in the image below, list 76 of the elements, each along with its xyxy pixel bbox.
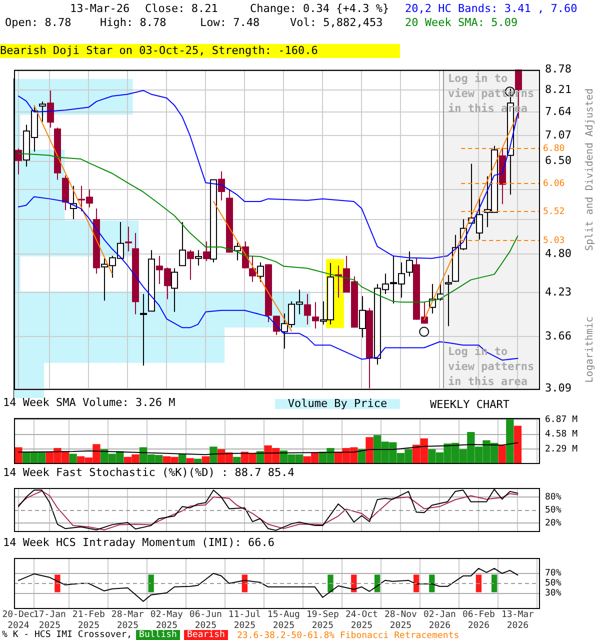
y-tick-label: 4.80	[545, 246, 572, 260]
y-tick-label: 3.66	[545, 330, 572, 343]
bar	[14, 447, 22, 464]
annotation: Log in to view patterns in this area	[448, 344, 534, 388]
bar	[69, 454, 77, 464]
text: 20 Week SMA: 5.09	[405, 16, 518, 29]
ref-line-label: 5.03	[543, 236, 565, 246]
candlestick	[15, 148, 22, 175]
x-tick-label: 20-Dec 2024	[2, 610, 35, 631]
chart-title: Bearish Doji Star on 03-Oct-25, Strength: -160.6	[0, 44, 400, 58]
y-tick-label: 50%	[545, 578, 562, 589]
y-tick-label: 20%	[545, 518, 562, 528]
x-tick-label: 13-Mar 2026	[501, 610, 535, 631]
y-tick-label: 7.64	[545, 104, 572, 118]
bar	[202, 456, 210, 464]
y-tick-label: 2.29 M	[545, 444, 578, 454]
text: Vol: 5,882,453	[290, 16, 383, 29]
legend-title: % K - HCS IMI Crossover,	[2, 630, 132, 640]
y-tick-label: 6.87 M	[545, 415, 578, 426]
ref-line-label: 5.52	[543, 206, 565, 217]
x-tick-label: 21-Feb 2025	[72, 610, 105, 631]
text: Bullish	[136, 630, 180, 640]
y-tick-label: 70%	[545, 568, 562, 579]
x-tick-label: 06-Feb 2026	[462, 610, 495, 631]
bar	[366, 437, 374, 464]
text: Low: 7.48	[200, 16, 260, 29]
y-tick-label: 4.23	[545, 285, 572, 298]
y-tick-label: 8.78	[545, 62, 572, 76]
text: Change: 0.34 {+4.3 %}	[250, 2, 390, 15]
text: Bearish	[184, 630, 228, 640]
bar	[210, 446, 218, 464]
x-tick-label: 11-Jul 2025	[228, 610, 261, 631]
bar	[498, 445, 506, 464]
x-tick-label: 24-Oct 2025	[345, 610, 378, 631]
text: Open: 8.78	[5, 16, 72, 29]
ref-line-label: 6.80	[543, 144, 565, 154]
text: Close: 8.21	[145, 2, 218, 15]
x-tick-label: 28-Nov 2025	[384, 610, 417, 631]
x-tick-label: 06-Jun 2025	[189, 610, 222, 631]
chart-title: 14 Week Fast Stochastic (%K)(%D) : 88.7 85.4	[3, 466, 294, 479]
text: High: 8.78	[100, 16, 166, 29]
candlestick	[249, 256, 256, 282]
x-tick-label: 17-Jan 2025	[33, 610, 66, 631]
text: 23.6-38.2-50-61.8% Fibonacci Retracements	[237, 630, 460, 640]
candlestick	[125, 226, 132, 252]
candlestick	[304, 293, 311, 325]
text: Logarithmic	[584, 316, 596, 383]
y-tick-label: 4.58 M	[545, 430, 578, 440]
y-tick-label: 50%	[545, 505, 562, 516]
y-axis-title: Split and Dividend Adjusted	[584, 88, 596, 251]
x-tick-label: 15-Aug 2025	[267, 610, 300, 631]
y-tick-label: 7.07	[545, 128, 572, 142]
candlestick	[47, 90, 54, 128]
candlestick	[187, 250, 194, 280]
x-tick-label: 28-Mar 2025	[111, 610, 145, 631]
chart-title: 14 Week SMA Volume: 3.26 M	[3, 396, 176, 409]
y-tick-label: 3.09	[545, 381, 572, 394]
y-tick-label: 30%	[545, 588, 562, 599]
bar	[186, 458, 194, 464]
y-tick-label: 8.21	[545, 82, 572, 96]
bar	[514, 426, 522, 464]
x-tick-label: 02-May 2025	[150, 610, 184, 631]
text: 13-Mar-26	[70, 2, 130, 15]
bar	[506, 418, 514, 464]
candlestick	[312, 302, 319, 329]
x-tick-label: 02-Jan 2026	[423, 610, 456, 631]
ref-line-label: 6.06	[543, 178, 565, 189]
text: WEEKLY CHART	[430, 398, 510, 411]
x-tick-label: 19-Sep 2025	[306, 610, 339, 631]
candlestick	[218, 170, 225, 201]
text: 20,2 HC Bands: 3.41 , 7.60	[405, 2, 578, 15]
text: Volume By Price	[275, 397, 400, 410]
chart-title: 14 Week HCS Intraday Momentum (IMI): 66.6	[3, 536, 275, 549]
candlestick	[203, 240, 210, 262]
y-tick-label: 6.50	[545, 154, 572, 168]
y-tick-label: 80%	[545, 492, 562, 502]
